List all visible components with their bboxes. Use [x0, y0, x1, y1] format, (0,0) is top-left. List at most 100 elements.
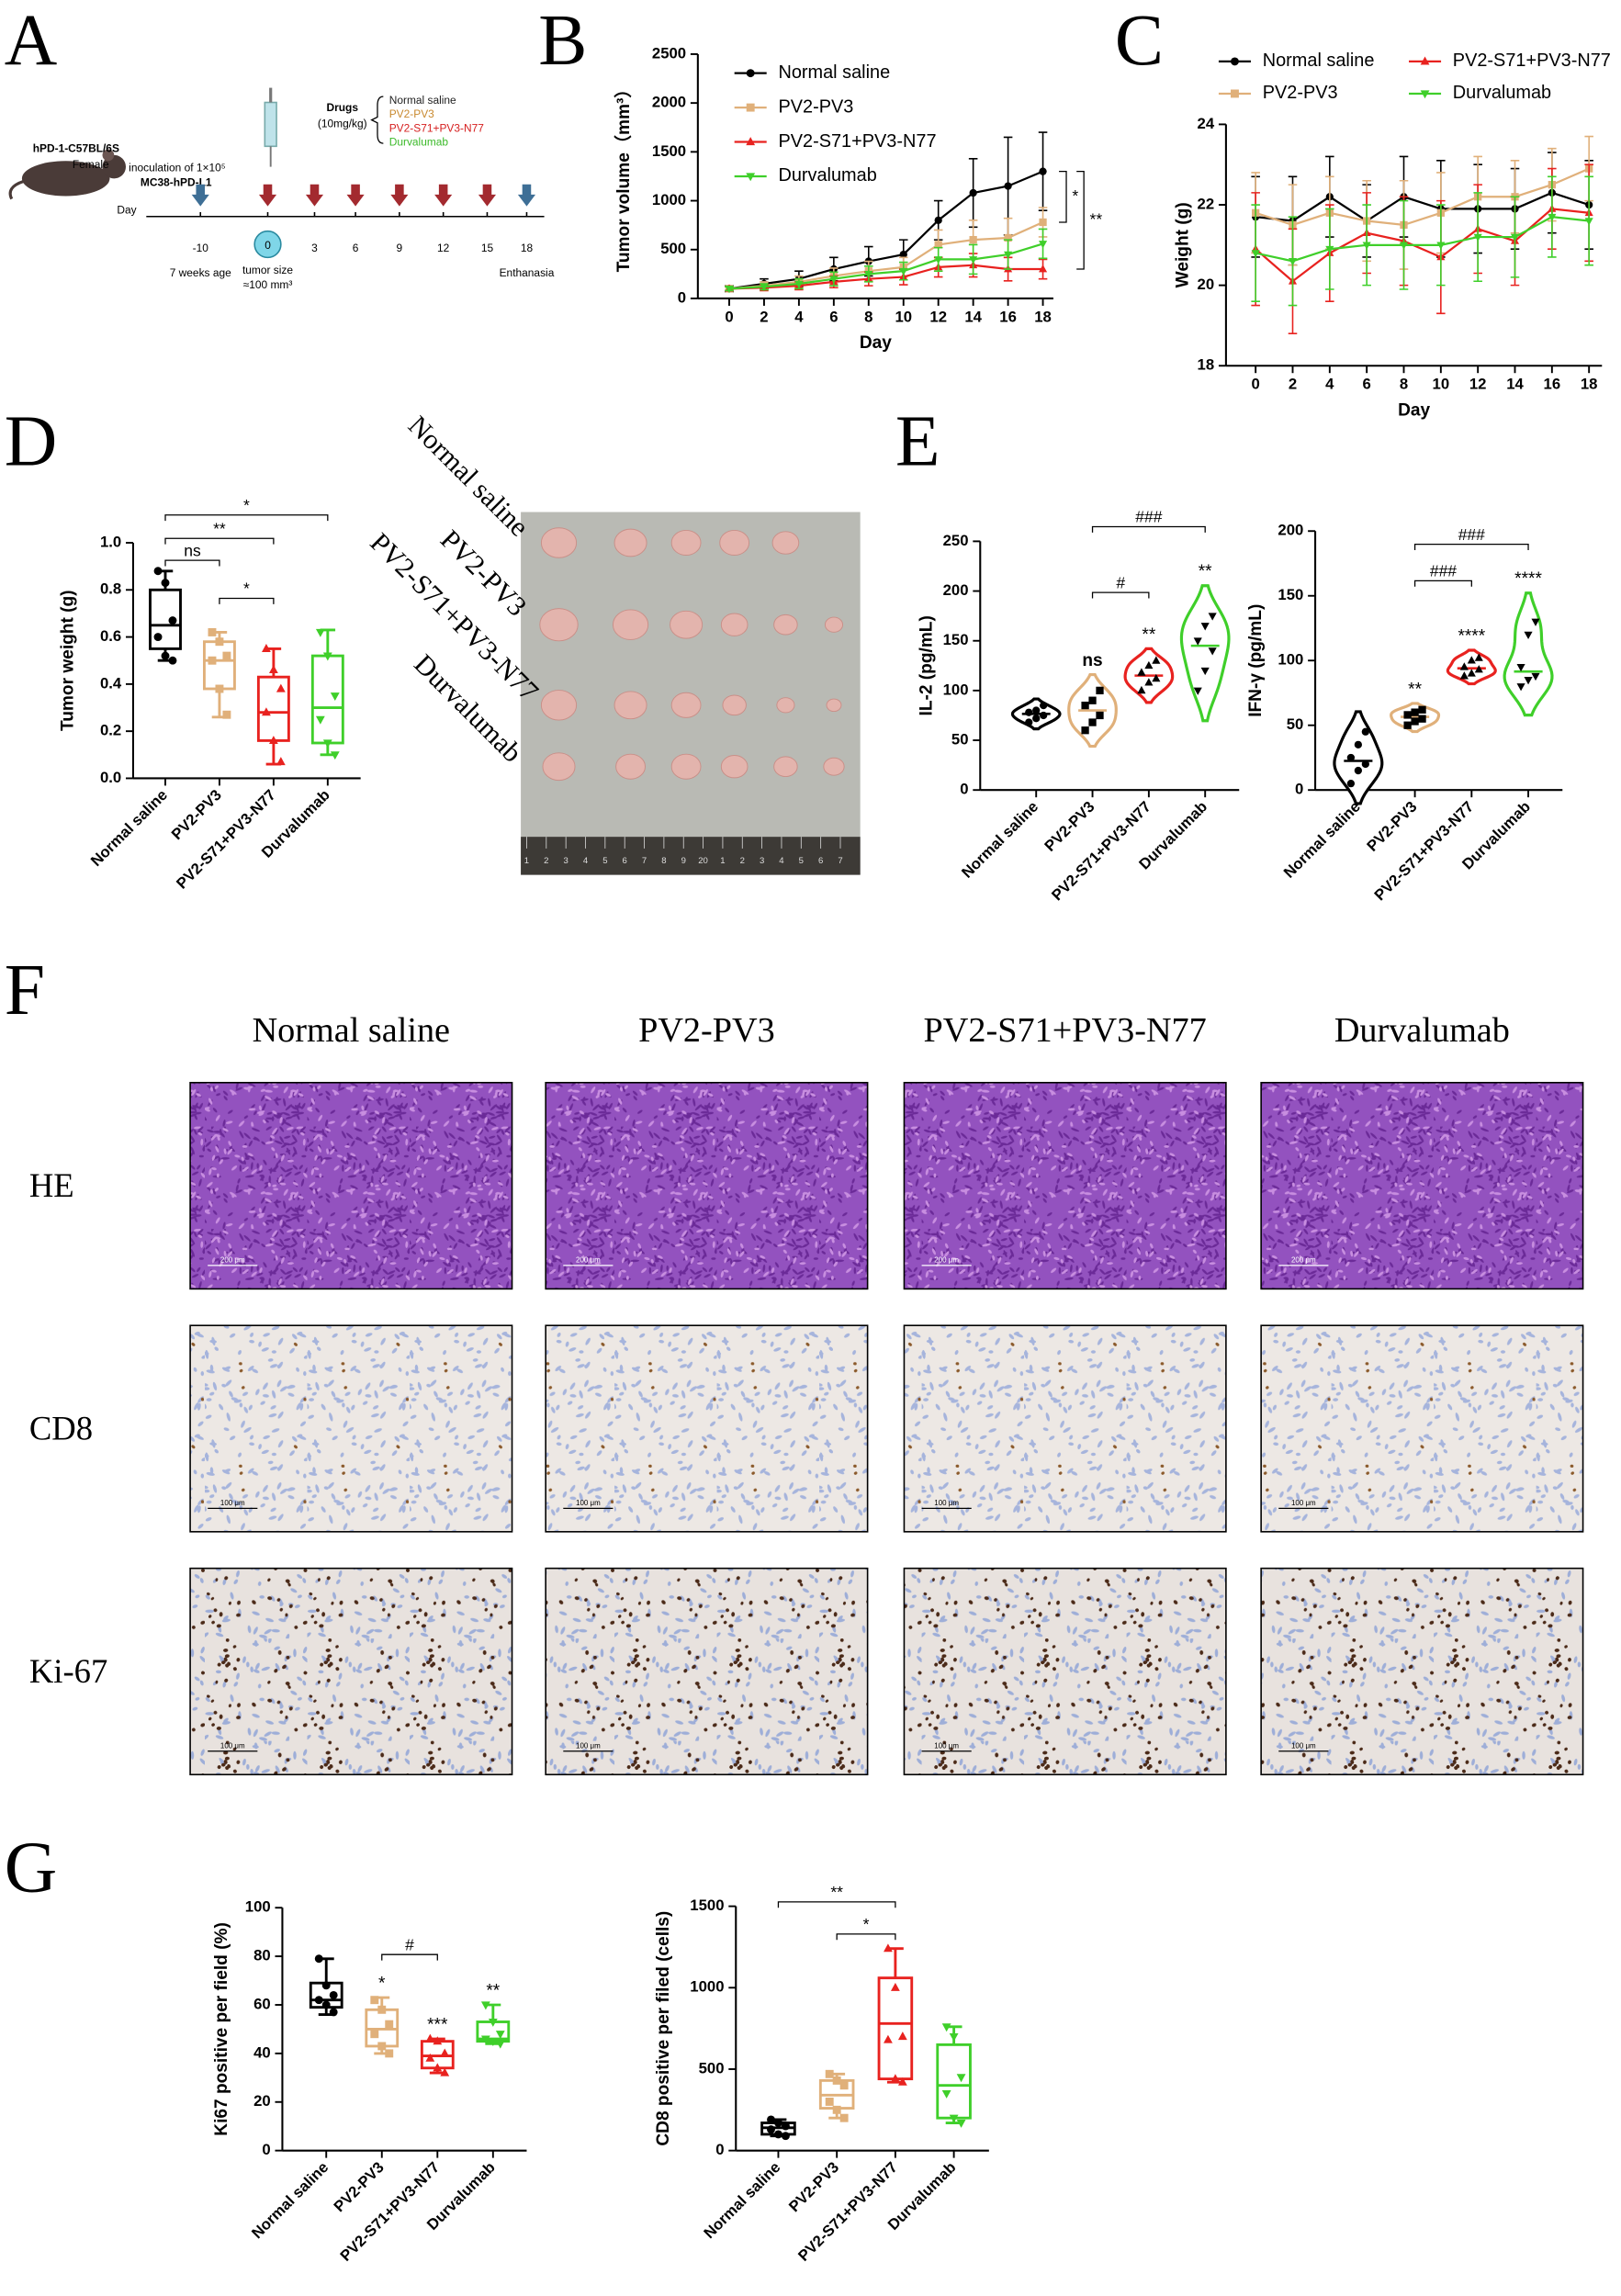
scale-label: 100 μm — [934, 1742, 959, 1750]
data-point — [1403, 721, 1412, 729]
data-point — [1137, 668, 1146, 676]
data-point — [1531, 672, 1540, 681]
day: 12 — [437, 242, 450, 254]
y-tick-label: 200 — [1278, 522, 1303, 539]
y-tick-label: 0.2 — [100, 722, 121, 739]
arrow — [258, 184, 277, 207]
histology: Normal saline PV2-PV3 PV2-S71+PV3-N77 Durva… — [29, 1011, 1584, 1776]
x-tick-label: 2 — [1289, 376, 1297, 393]
inoculation: inoculation of 1×10⁵ — [129, 161, 226, 174]
y-tick-label: 0 — [262, 2141, 270, 2158]
y-axis-label: Ki67 positive per field (%) — [212, 1922, 231, 2136]
data-point — [377, 2042, 387, 2051]
drug-name: PV2-S71+PV3-N77 — [389, 121, 485, 134]
data-point — [222, 710, 231, 719]
significance-label: ns — [184, 541, 201, 559]
data-point — [315, 628, 325, 637]
data-point — [1436, 242, 1446, 250]
data-point — [215, 684, 224, 693]
box — [203, 640, 236, 691]
x-tick-label: PV2-PV3 — [1041, 798, 1098, 855]
y-tick-label: 150 — [1278, 586, 1303, 603]
data-point — [832, 2105, 841, 2114]
day: 15 — [481, 242, 494, 254]
significance-label: * — [1072, 186, 1078, 205]
data-point — [425, 2033, 435, 2043]
y-tick-label: 0.0 — [100, 769, 121, 786]
data-point — [890, 1982, 900, 1991]
tumor-size: tumor size — [242, 264, 293, 276]
data-point — [1025, 708, 1033, 716]
significance-label: * — [243, 580, 250, 598]
data-point — [488, 2018, 498, 2027]
data-point — [1346, 753, 1356, 762]
data-point — [949, 2032, 959, 2042]
data-point — [934, 256, 943, 264]
tumor — [539, 608, 579, 642]
data-point — [1193, 637, 1202, 646]
violin — [1179, 584, 1231, 723]
column-header: Normal saline — [253, 1011, 450, 1050]
data-point — [1040, 711, 1048, 720]
significance-label: ### — [1458, 525, 1485, 544]
data-point — [884, 1943, 893, 1953]
x-tick-label: Normal saline — [87, 786, 171, 870]
scale-label: 100 μm — [576, 1499, 601, 1507]
day: 6 — [353, 242, 359, 254]
series-line — [728, 220, 1044, 290]
box — [936, 2043, 972, 2120]
data-point — [153, 567, 163, 576]
legend-marker — [1230, 89, 1239, 98]
y-tick-label: 20 — [1198, 276, 1215, 293]
data-point — [1152, 673, 1161, 682]
tumor — [720, 755, 749, 779]
data-point — [1200, 623, 1210, 631]
y-tick-label: 1.0 — [100, 533, 121, 550]
data-point — [1088, 696, 1097, 704]
data-point — [495, 2031, 505, 2040]
arrow — [517, 184, 536, 207]
data-point — [222, 651, 231, 660]
y-axis-label: IFN-γ (pg/mL) — [1246, 604, 1266, 717]
day: 9 — [397, 242, 403, 254]
y-tick-label: 22 — [1198, 195, 1215, 212]
data-point — [941, 2090, 951, 2099]
ruler-label: 7 — [642, 856, 647, 866]
significance-label: # — [1116, 573, 1125, 591]
y-tick-label: 1500 — [652, 142, 686, 160]
data-point — [370, 1996, 379, 2005]
data-point — [208, 656, 217, 665]
data-point — [215, 637, 224, 647]
significance-bracket — [1091, 525, 1206, 533]
data-point — [794, 280, 804, 288]
significance-label: ns — [1082, 651, 1102, 670]
tumor — [776, 697, 795, 714]
y-tick-label: 0 — [960, 781, 968, 798]
data-point — [1081, 701, 1089, 710]
data-point — [832, 2076, 841, 2085]
micrograph — [903, 1081, 1227, 1290]
micrograph — [189, 1324, 513, 1533]
x-tick-label: Normal saline — [700, 2158, 783, 2242]
y-axis-label: Tumor weight (g) — [59, 590, 78, 731]
tumor — [771, 531, 800, 555]
data-point — [884, 2034, 893, 2043]
significance-label: **** — [1514, 569, 1542, 589]
legend-marker — [1420, 56, 1430, 65]
micrograph — [189, 1081, 513, 1290]
data-point — [956, 2074, 966, 2083]
data-point — [781, 2132, 790, 2141]
data-point — [969, 235, 977, 244]
data-point — [934, 241, 942, 249]
day-label: Day — [117, 204, 136, 217]
panel-label: C — [1115, 0, 1164, 81]
series-line — [728, 264, 1043, 290]
box — [256, 675, 290, 742]
arrow — [390, 184, 409, 207]
data-point — [1004, 182, 1012, 190]
data-point — [1418, 715, 1426, 723]
y-tick-label: 1000 — [652, 191, 686, 208]
data-point — [839, 2113, 849, 2122]
data-point — [425, 2053, 435, 2062]
photo-label: Normal saline — [402, 410, 535, 543]
